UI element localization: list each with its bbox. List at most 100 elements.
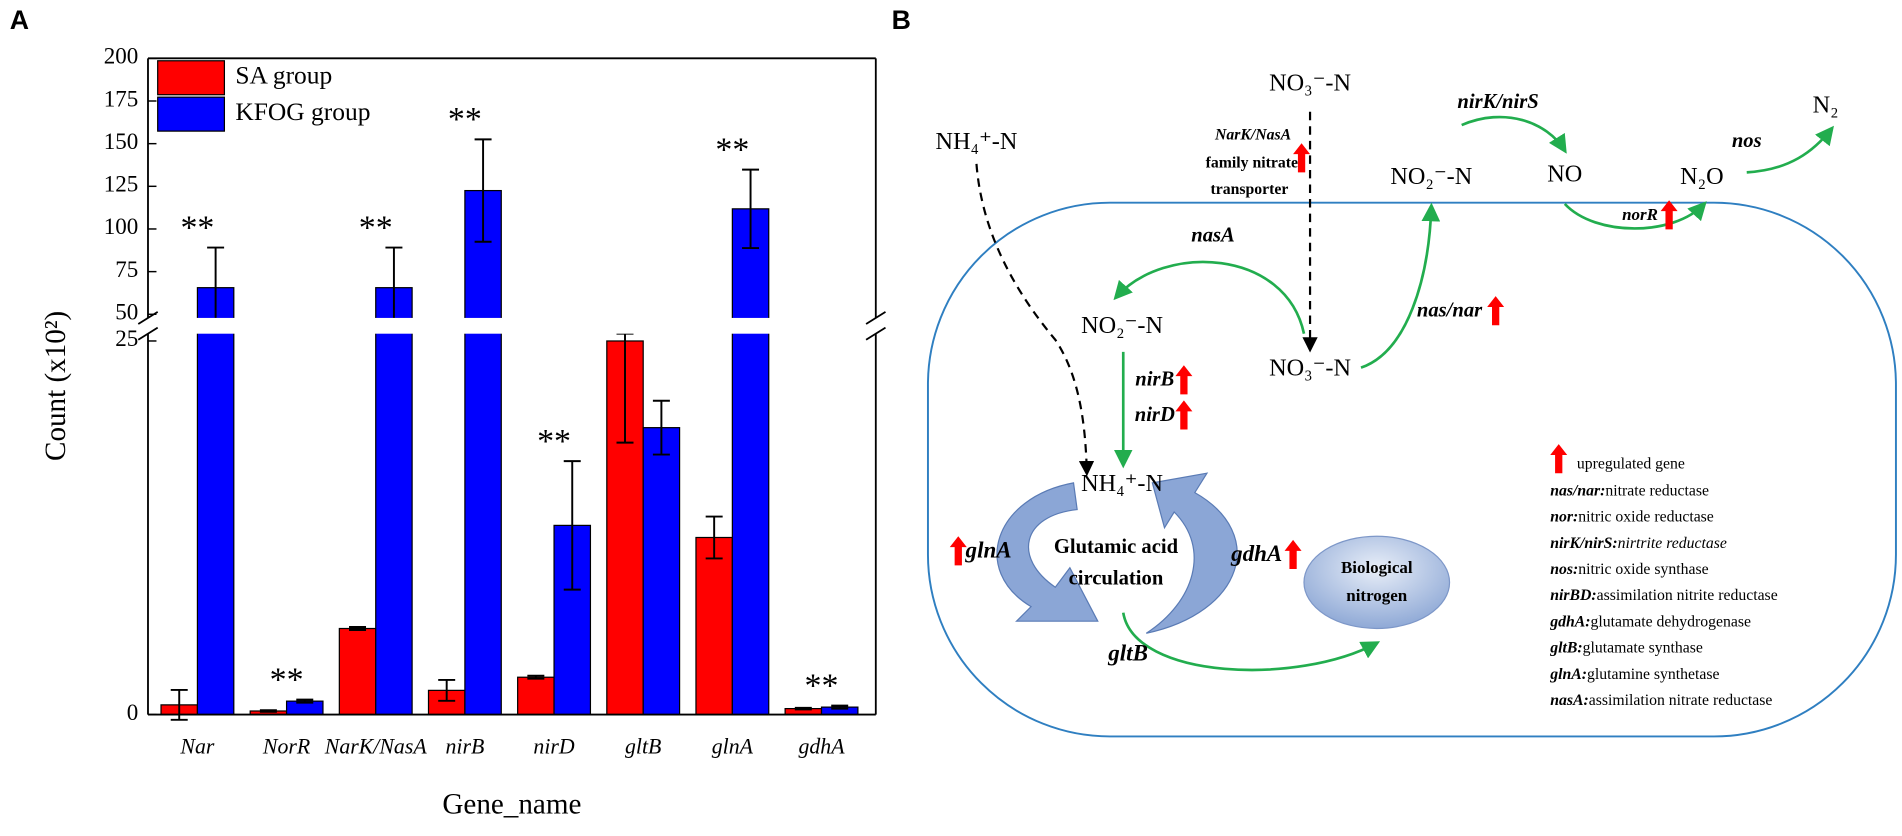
panel-label: A bbox=[10, 5, 29, 35]
gene: gltB bbox=[1107, 639, 1148, 665]
arrow bbox=[1360, 202, 1441, 369]
bar bbox=[695, 536, 733, 716]
bar bbox=[196, 287, 235, 716]
legend-term: nirK/nirS: bbox=[1550, 534, 1617, 551]
diagram: NO₃⁻-N NH₄⁺-N NO₂⁻-N NO N₂O N₂ NO₂⁻-N NO… bbox=[926, 70, 1897, 738]
legend-term: nor: bbox=[1550, 508, 1578, 525]
error-bar bbox=[438, 678, 456, 702]
gene: nasA bbox=[1191, 224, 1235, 246]
legend-item: nasA:assimilation nitrate reductase bbox=[1550, 692, 1772, 709]
legend-swatch bbox=[157, 60, 226, 96]
legend-desc: glutamine synthetase bbox=[1587, 665, 1720, 682]
legend-item: gdhA:glutamate dehydrogenase bbox=[1549, 613, 1751, 630]
cycle-label: Glutamic acid bbox=[1054, 536, 1179, 558]
panel-label: B bbox=[892, 5, 911, 35]
gene: nirK/nirS bbox=[1457, 91, 1538, 113]
node: NO₃⁻-N bbox=[1269, 355, 1351, 382]
gene-note: transporter bbox=[1210, 181, 1288, 198]
legend-item: nirBD:assimilation nitrite reductase bbox=[1550, 587, 1777, 604]
node: NH₄⁺-N bbox=[936, 128, 1018, 155]
significance: ** bbox=[359, 209, 393, 246]
error-bar bbox=[616, 332, 634, 444]
bar bbox=[464, 189, 502, 716]
gene: nos bbox=[1732, 130, 1762, 152]
x-tick-label: NorR bbox=[262, 735, 310, 759]
cell-membrane bbox=[926, 201, 1897, 738]
error-bar bbox=[794, 706, 812, 711]
error-bar bbox=[474, 138, 492, 243]
node: NO₂⁻-N bbox=[1390, 163, 1472, 190]
error-bar bbox=[349, 626, 367, 631]
legend-item: gltB:glutamate synthase bbox=[1549, 639, 1703, 656]
legend-desc: nitric oxide reductase bbox=[1578, 508, 1714, 525]
y-axis-title: Count (x10²) bbox=[40, 311, 72, 461]
bar bbox=[338, 627, 377, 716]
bio-label: Biological bbox=[1341, 558, 1413, 577]
legend-item: nor:nitric oxide reductase bbox=[1550, 508, 1714, 525]
x-tick-label: gltB bbox=[625, 735, 661, 759]
significance: ** bbox=[180, 209, 214, 246]
arrow bbox=[1563, 201, 1707, 230]
x-tick-label: glnA bbox=[712, 735, 754, 759]
significance: ** bbox=[715, 131, 749, 168]
legend-desc: nitrate reductase bbox=[1605, 482, 1709, 499]
node: N₂O bbox=[1680, 163, 1723, 190]
significance: ** bbox=[537, 423, 571, 460]
significance: ** bbox=[448, 101, 482, 138]
gene: NarK/NasA bbox=[1214, 127, 1291, 144]
significance: ** bbox=[805, 667, 839, 704]
legend-term: nirBD: bbox=[1550, 587, 1596, 604]
y-tick-label: 75 bbox=[115, 256, 138, 282]
legend-desc: glutamate dehydrogenase bbox=[1590, 613, 1751, 630]
legend-term: glnA: bbox=[1549, 665, 1587, 682]
gene: norR bbox=[1622, 205, 1658, 224]
legend-title: upregulated gene bbox=[1577, 455, 1685, 472]
bar bbox=[517, 676, 555, 716]
bar bbox=[731, 208, 770, 716]
legend-desc: assimilation nitrite reductase bbox=[1597, 587, 1778, 604]
cycle-label: circulation bbox=[1069, 568, 1164, 590]
error-bar bbox=[705, 515, 723, 560]
node: NO bbox=[1547, 161, 1582, 188]
error-bar bbox=[527, 674, 545, 680]
biological-nitrogen bbox=[1303, 535, 1451, 630]
gene: nas/nar bbox=[1417, 300, 1483, 322]
bar bbox=[642, 427, 681, 716]
legend-desc: nitric oxide synthase bbox=[1578, 561, 1708, 578]
legend-item: nas/nar:nitrate reductase bbox=[1550, 482, 1709, 499]
axis-break bbox=[140, 317, 884, 334]
error-bar bbox=[563, 460, 581, 591]
y-tick-label: 175 bbox=[104, 85, 139, 111]
dashed-arrow bbox=[975, 163, 1095, 477]
legend-term: nos: bbox=[1550, 561, 1578, 578]
error-bar bbox=[652, 399, 670, 456]
legend-label: SA group bbox=[235, 61, 332, 90]
legend-item: nirK/nirS:nirtrite reductase bbox=[1550, 534, 1727, 551]
y-tick-label: 200 bbox=[104, 43, 139, 69]
error-bar bbox=[831, 704, 849, 710]
break-mark bbox=[865, 311, 886, 325]
legend-item: glnA:glutamine synthetase bbox=[1549, 665, 1719, 682]
x-tick-label: nirB bbox=[445, 735, 484, 759]
gene-note: family nitrate bbox=[1206, 154, 1298, 171]
x-axis-title: Gene_name bbox=[442, 788, 581, 820]
y-tick-label: 25 bbox=[115, 325, 138, 351]
bar bbox=[375, 287, 413, 716]
error-bar bbox=[296, 698, 314, 704]
error-bar bbox=[259, 709, 277, 713]
gene: nirB bbox=[1135, 369, 1174, 391]
cycle-arrow bbox=[1145, 472, 1238, 634]
arrow bbox=[1746, 125, 1834, 174]
error-bar bbox=[742, 168, 760, 250]
x-tick-label: gdhA bbox=[798, 735, 845, 759]
legend-item: nos:nitric oxide synthase bbox=[1550, 561, 1708, 578]
y-tick-label: 150 bbox=[104, 128, 139, 154]
arrow bbox=[1121, 612, 1381, 672]
arrow bbox=[1113, 260, 1306, 334]
node: NO₂⁻-N bbox=[1081, 312, 1163, 339]
y-tick-label: 0 bbox=[127, 699, 139, 725]
y-tick-label: 50 bbox=[115, 299, 138, 325]
x-tick-label: nirD bbox=[533, 735, 574, 759]
